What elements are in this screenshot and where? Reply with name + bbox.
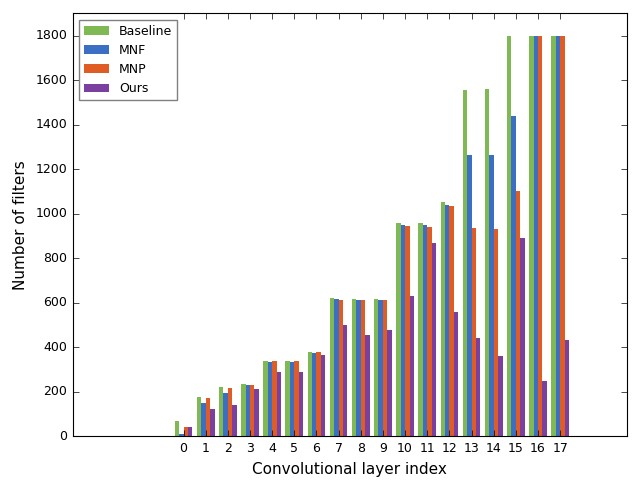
- Bar: [498, 356, 502, 436]
- Bar: [564, 341, 569, 436]
- Bar: [449, 206, 454, 436]
- Bar: [383, 300, 387, 436]
- Bar: [423, 225, 428, 436]
- Bar: [365, 335, 370, 436]
- Bar: [445, 205, 449, 436]
- Bar: [276, 371, 281, 436]
- Bar: [529, 36, 534, 436]
- Bar: [507, 36, 511, 436]
- Bar: [210, 410, 214, 436]
- Bar: [201, 403, 205, 436]
- Bar: [440, 202, 445, 436]
- Bar: [472, 228, 476, 436]
- Bar: [556, 36, 560, 436]
- Bar: [232, 405, 237, 436]
- Bar: [378, 300, 383, 436]
- Bar: [290, 362, 294, 436]
- Bar: [205, 398, 210, 436]
- Bar: [560, 36, 564, 436]
- Bar: [241, 384, 246, 436]
- Bar: [263, 361, 268, 436]
- Bar: [361, 300, 365, 436]
- Bar: [387, 330, 392, 436]
- Bar: [410, 296, 414, 436]
- Bar: [476, 338, 481, 436]
- Bar: [330, 298, 334, 436]
- Bar: [285, 361, 290, 436]
- Bar: [250, 385, 255, 436]
- Bar: [179, 434, 184, 436]
- Bar: [223, 393, 228, 436]
- Bar: [184, 427, 188, 436]
- Bar: [485, 89, 490, 436]
- Bar: [308, 352, 312, 436]
- Bar: [299, 371, 303, 436]
- Bar: [419, 222, 423, 436]
- Bar: [294, 361, 299, 436]
- Bar: [428, 227, 431, 436]
- X-axis label: Convolutional layer index: Convolutional layer index: [252, 462, 447, 477]
- Bar: [534, 36, 538, 436]
- Bar: [188, 427, 193, 436]
- Legend: Baseline, MNF, MNP, Ours: Baseline, MNF, MNP, Ours: [79, 20, 177, 100]
- Bar: [316, 352, 321, 436]
- Bar: [352, 299, 356, 436]
- Bar: [467, 155, 472, 436]
- Bar: [175, 420, 179, 436]
- Bar: [463, 90, 467, 436]
- Y-axis label: Number of filters: Number of filters: [13, 160, 28, 290]
- Bar: [334, 299, 339, 436]
- Bar: [312, 353, 316, 436]
- Bar: [490, 155, 493, 436]
- Bar: [321, 355, 325, 436]
- Bar: [374, 299, 378, 436]
- Bar: [339, 300, 343, 436]
- Bar: [538, 36, 543, 436]
- Bar: [405, 226, 410, 436]
- Bar: [246, 385, 250, 436]
- Bar: [516, 192, 520, 436]
- Bar: [511, 116, 516, 436]
- Bar: [396, 222, 401, 436]
- Bar: [543, 381, 547, 436]
- Bar: [228, 388, 232, 436]
- Bar: [493, 229, 498, 436]
- Bar: [196, 397, 201, 436]
- Bar: [268, 362, 272, 436]
- Bar: [272, 361, 276, 436]
- Bar: [219, 387, 223, 436]
- Bar: [401, 225, 405, 436]
- Bar: [343, 325, 348, 436]
- Bar: [520, 238, 525, 436]
- Bar: [454, 312, 458, 436]
- Bar: [356, 300, 361, 436]
- Bar: [431, 243, 436, 436]
- Bar: [551, 36, 556, 436]
- Bar: [255, 390, 259, 436]
